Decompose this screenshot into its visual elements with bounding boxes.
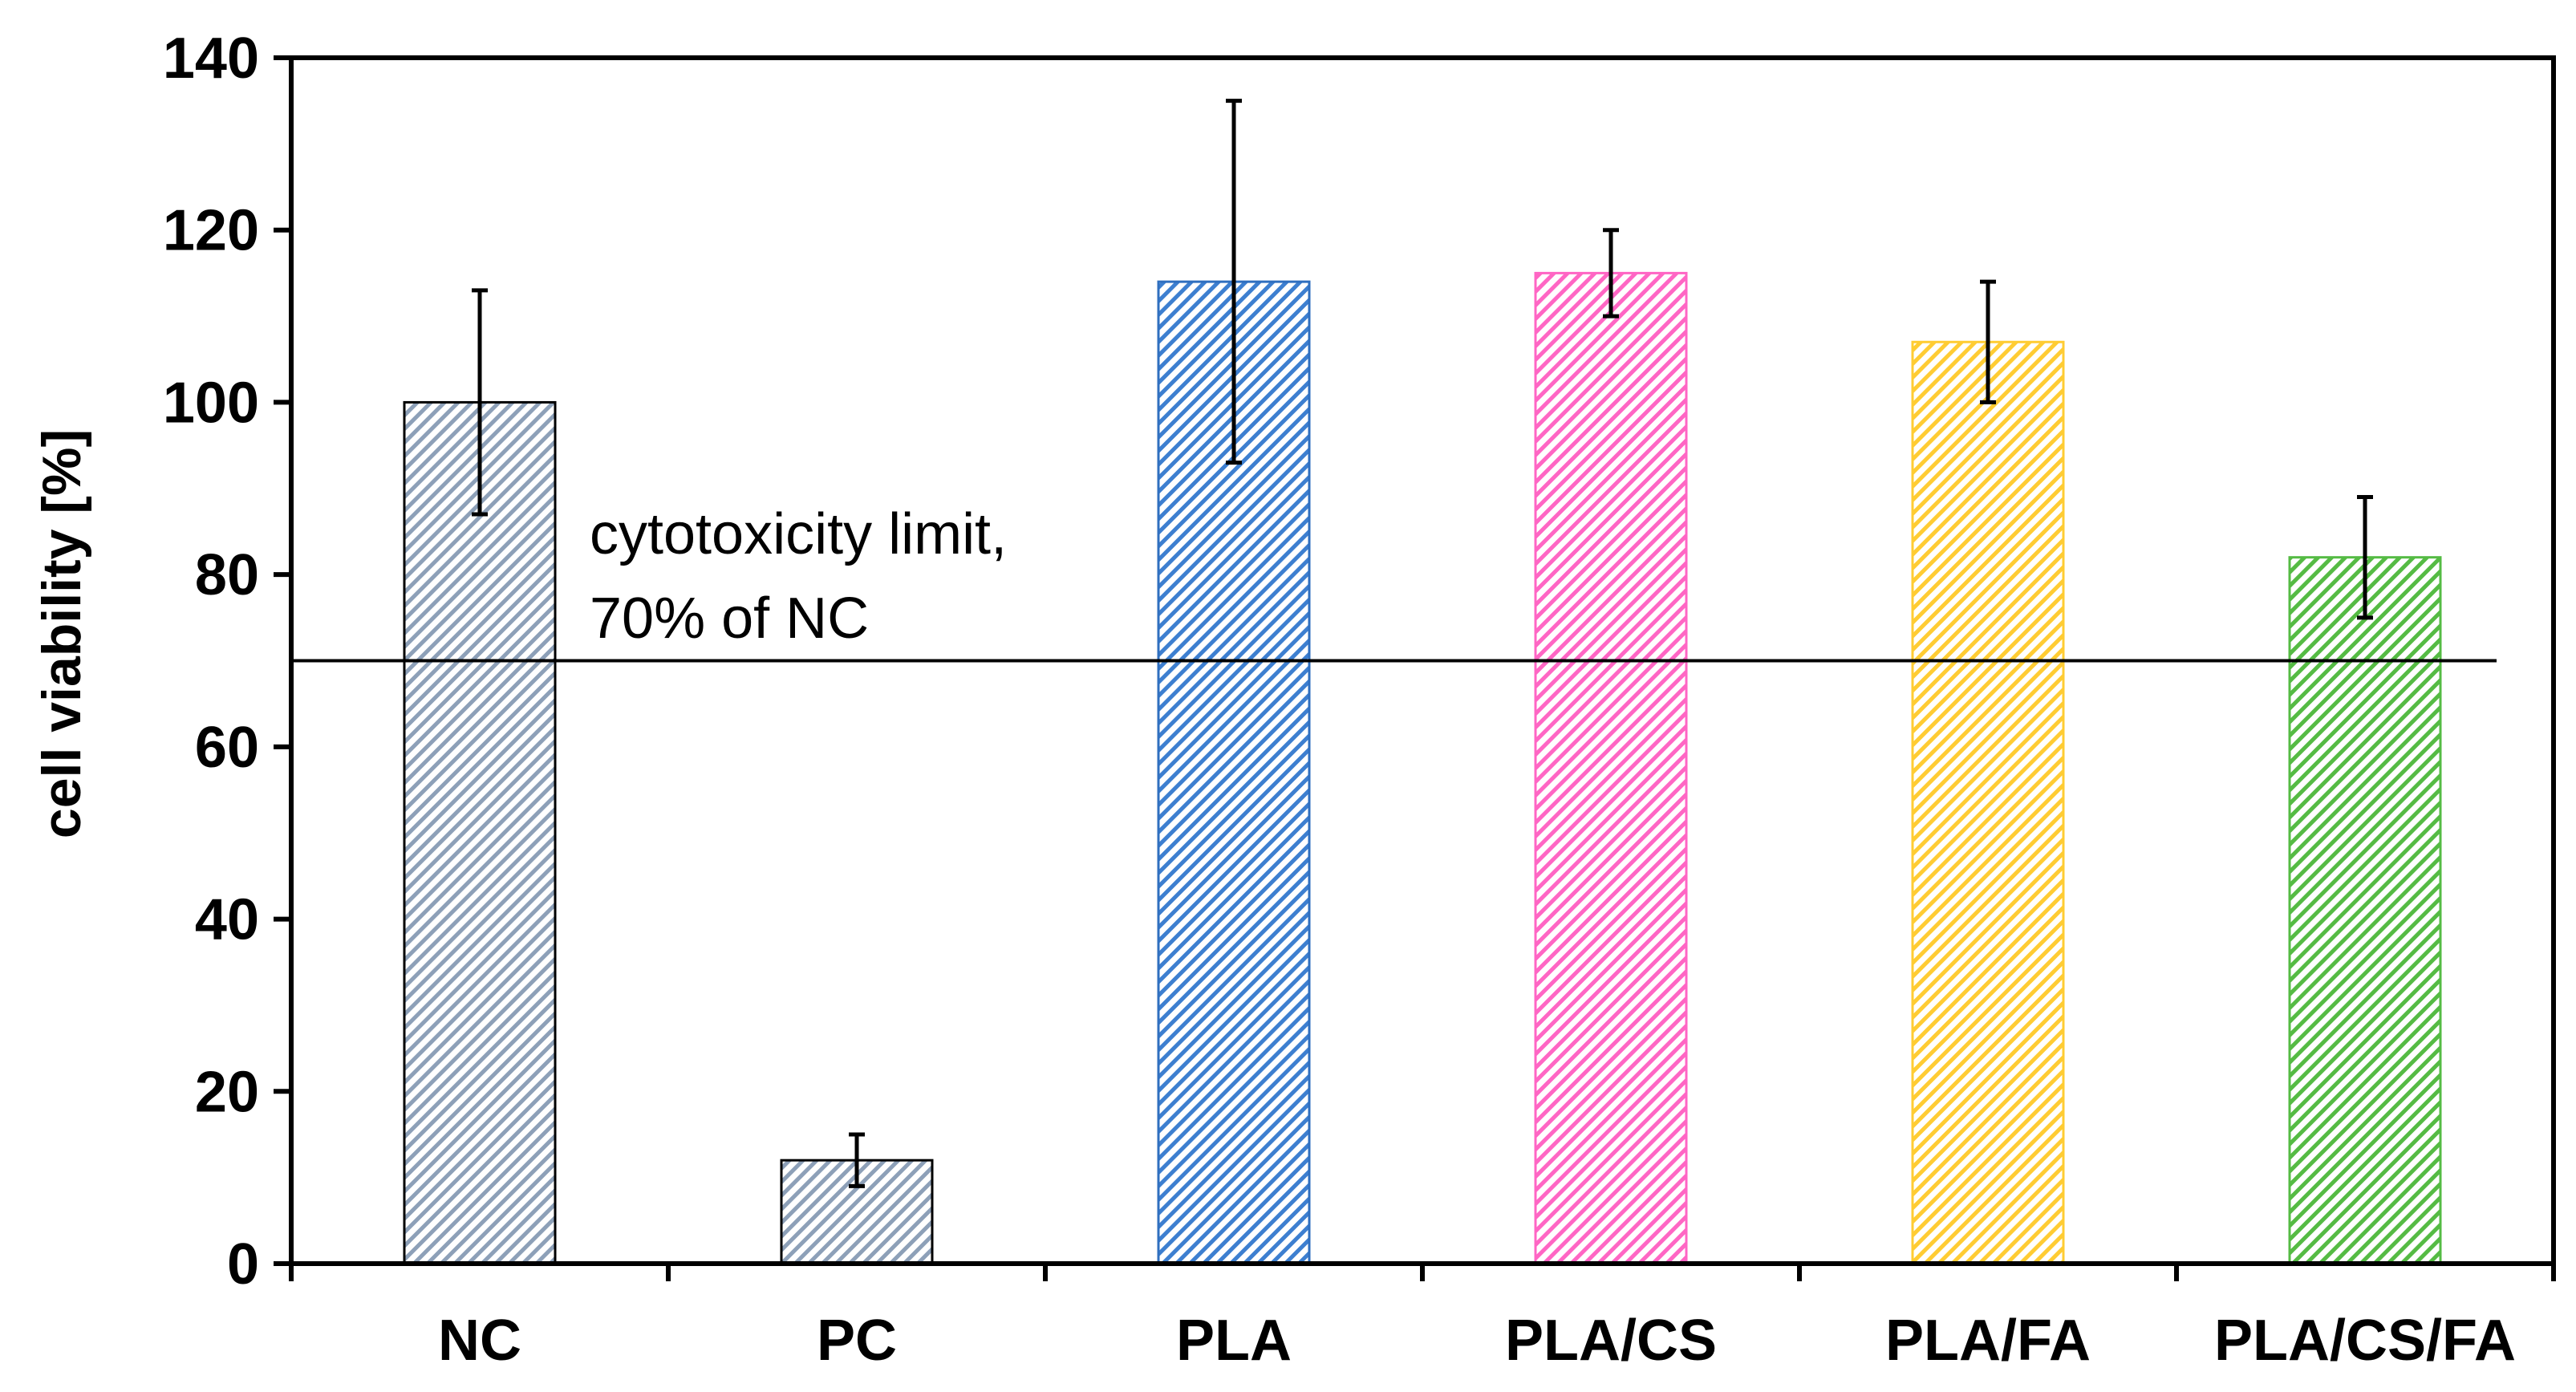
- error-bars-layer: [472, 99, 2373, 1188]
- labels-layer: 0 20 40 60 80 100 120 140 NC PC PLA PLA/CS PLA/FA PLA…: [163, 26, 2516, 1373]
- error-bar-pla-cs: [1603, 228, 1619, 319]
- x-tick-label-pla: PLA: [1176, 1309, 1292, 1373]
- y-tick-label: 40: [195, 888, 259, 952]
- x-tick-label-pla-cs: PLA/CS: [1505, 1309, 1717, 1373]
- reference-line-label-line2: 70% of NC: [590, 586, 869, 651]
- x-tick-label-pla-fa: PLA/FA: [1885, 1309, 2091, 1373]
- y-tick-label: 140: [163, 26, 259, 91]
- y-axis-title: cell viability [%]: [31, 429, 92, 838]
- y-tick-label: 0: [227, 1232, 259, 1297]
- y-tick-label: 60: [195, 716, 259, 780]
- error-bar-nc: [472, 288, 488, 517]
- y-tick-label: 120: [163, 199, 259, 263]
- error-bar-pla-fa: [1980, 279, 1996, 404]
- error-bar-pla: [1226, 99, 1242, 465]
- bar-pla-fa: [1911, 340, 2065, 1265]
- bar-nc: [403, 400, 557, 1265]
- y-tick-label: 100: [163, 371, 259, 435]
- bar-pla-cs: [1534, 271, 1688, 1265]
- error-bar-pc: [849, 1132, 865, 1188]
- bars-layer: [403, 271, 2442, 1265]
- x-tick-label-pla-cs-fa: PLA/CS/FA: [2214, 1309, 2516, 1373]
- bar-pla-cs-fa: [2288, 556, 2442, 1265]
- x-tick-label-nc: NC: [438, 1309, 521, 1373]
- y-tick-label: 20: [195, 1060, 259, 1124]
- reference-line-label-line1: cytotoxicity limit,: [590, 502, 1007, 566]
- y-tick-label: 80: [195, 543, 259, 607]
- x-tick-label-pc: PC: [817, 1309, 897, 1373]
- axes-layer: [274, 55, 2556, 1281]
- error-bar-pla-cs-fa: [2357, 495, 2373, 620]
